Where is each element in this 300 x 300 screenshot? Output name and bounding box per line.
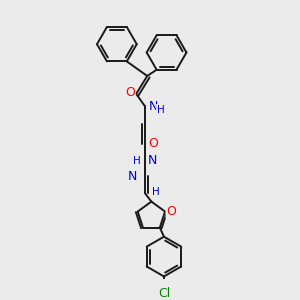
Text: O: O (125, 86, 135, 99)
Text: Cl: Cl (158, 286, 170, 299)
Text: H: H (133, 156, 141, 166)
Text: N: N (148, 154, 157, 167)
Text: N: N (149, 100, 158, 113)
Text: O: O (148, 137, 158, 150)
Text: O: O (166, 205, 176, 218)
Text: N: N (128, 170, 137, 183)
Text: H: H (157, 105, 164, 115)
Text: H: H (152, 187, 160, 197)
